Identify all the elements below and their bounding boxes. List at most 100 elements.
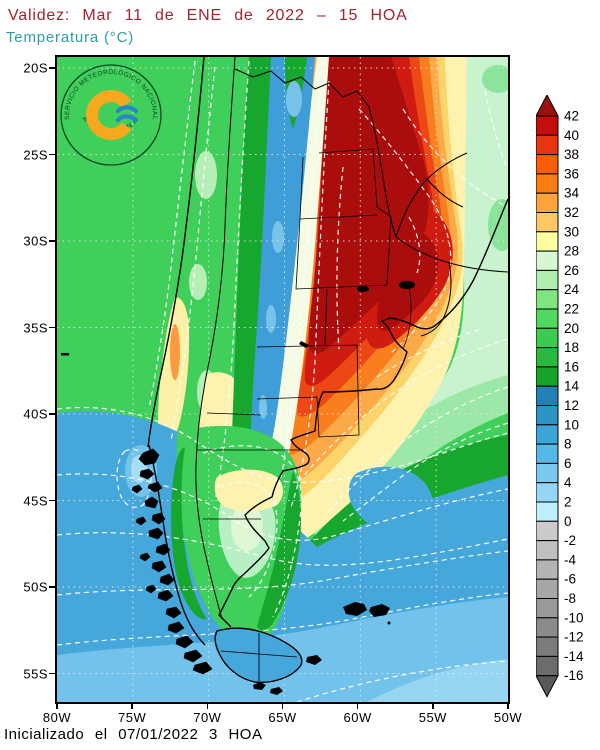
central-chile-warm-strip [158, 297, 190, 450]
lat-tick-mark [49, 672, 55, 675]
colorbar-label: -14 [564, 649, 584, 664]
colorbar-cell [535, 655, 559, 677]
colorbar-label: -6 [564, 572, 576, 587]
colorbar: 42 40 38 36 34 32 30 28 26 24 22 20 18 16 14 12 10 8 6 4 2 0-… [535, 93, 600, 724]
colorbar-cell [535, 154, 559, 175]
tierra-del-fuego [214, 627, 322, 695]
colorbar-label: 8 [564, 437, 572, 452]
colorbar-cell [535, 269, 559, 291]
lon-tick-mark [432, 703, 434, 709]
lat-tick-label: 40S [23, 406, 48, 422]
colorbar-label: 40 [564, 128, 579, 143]
variable-subtitle: Temperatura (°C) [6, 29, 134, 46]
lat-tick-label: 45S [23, 493, 48, 508]
colorbar-cell [535, 347, 559, 368]
colorbar-cell [535, 115, 559, 136]
logo-wave-icon [115, 105, 139, 123]
colorbar-cell [535, 462, 559, 484]
lat-tick-label: 55S [23, 666, 48, 681]
lon-tick-mark [507, 703, 509, 709]
colorbar-label: 32 [564, 205, 579, 220]
colorbar-cell [535, 617, 559, 638]
colorbar-label: 26 [564, 263, 579, 278]
colorbar-cell [535, 173, 559, 194]
colorbar-label: -8 [564, 591, 576, 606]
colorbar-label: 22 [564, 302, 579, 317]
lat-tick-label: 30S [23, 233, 48, 249]
lon-tick-mark [131, 703, 133, 709]
lat-tick-mark [49, 586, 55, 588]
lat-tick-mark [49, 326, 55, 329]
colorbar-cell [535, 385, 559, 407]
colorbar-cell [535, 134, 559, 156]
colorbar-label: 12 [564, 398, 579, 413]
colorbar-cell [535, 289, 559, 310]
colorbar-label: 34 [564, 186, 580, 201]
lon-tick-label: 75W [118, 710, 147, 725]
lat-tick-label: 25S [23, 147, 48, 162]
lakes-and-marks [61, 281, 415, 356]
colorbar-label: 36 [564, 166, 579, 181]
colorbar-label: 4 [564, 475, 572, 490]
lon-tick-label: 60W [343, 710, 372, 725]
lon-tick-label: 55W [418, 710, 447, 725]
lon-tick-mark [206, 703, 209, 709]
colorbar-label: -4 [564, 552, 576, 567]
lon-tick-label: 70W [193, 710, 222, 725]
colorbar-label: 42 [564, 109, 579, 124]
colorbar-cell [535, 559, 559, 580]
andes-cold-band [231, 57, 329, 509]
province-borders [197, 148, 412, 520]
political-borders [195, 57, 508, 620]
colorbar-label: 10 [564, 417, 579, 432]
colorbar-label: -16 [564, 668, 584, 683]
logo-ring [60, 64, 162, 166]
lat-tick-mark [49, 67, 55, 69]
colorbar-label: 0 [564, 514, 572, 529]
southern-archipelago [131, 448, 213, 675]
lat-tick-label: 50S [23, 579, 48, 595]
colorbar-label: 30 [564, 224, 579, 239]
lat-tick-mark [49, 499, 55, 502]
validity-title: Validez: Mar 11 de ENE de 2022 – 15 HOA [8, 7, 408, 24]
colorbar-label: 6 [564, 456, 572, 471]
logo-sun-icon [86, 90, 132, 140]
contour-lines [57, 60, 508, 702]
colorbar-cell [535, 308, 559, 329]
colorbar-arrow-bottom [535, 675, 559, 698]
lon-tick-label: 65W [268, 710, 297, 725]
map-plot: SERVICIO METEOROLÓGICO NACIONAL ARGENTIN… [55, 55, 510, 704]
colorbar-cell [535, 501, 559, 522]
lat-tick-label: 20S [23, 60, 48, 76]
malvinas-islands [343, 602, 391, 625]
colorbar-label: -2 [564, 533, 576, 548]
colorbar-cell [535, 366, 559, 387]
colorbar-cell [535, 231, 559, 252]
colorbar-cell [535, 443, 559, 464]
lon-tick-label: 50W [493, 710, 523, 725]
lon-tick-label: 80W [42, 710, 72, 725]
colorbar-cell [535, 212, 559, 233]
colorbar-cell [535, 250, 559, 271]
lat-tick-mark [49, 413, 55, 415]
temperature-contour-map: SERVICIO METEOROLÓGICO NACIONAL ARGENTIN… [57, 57, 508, 702]
colorbar-label: -10 [564, 610, 584, 625]
colorbar-label: 2 [564, 495, 572, 510]
lat-tick-label: 35S [23, 320, 48, 335]
colorbar-cell [535, 520, 559, 542]
colorbar-cell [535, 424, 559, 445]
colorbar-arrow-top [535, 93, 559, 117]
lat-tick-mark [49, 153, 55, 156]
colorbar-label: 24 [564, 282, 580, 297]
colorbar-cell [535, 192, 559, 213]
colorbar-label: 18 [564, 340, 579, 355]
colorbar-cell [535, 636, 559, 657]
patagonia-green-tongue [171, 425, 302, 646]
colorbar-label: 16 [564, 359, 579, 374]
colorbar-label: 28 [564, 244, 579, 259]
colorbar-cell [535, 598, 559, 619]
colorbar-label: 14 [564, 379, 580, 394]
lon-tick-mark [56, 703, 58, 709]
colorbar-cell [535, 578, 559, 600]
